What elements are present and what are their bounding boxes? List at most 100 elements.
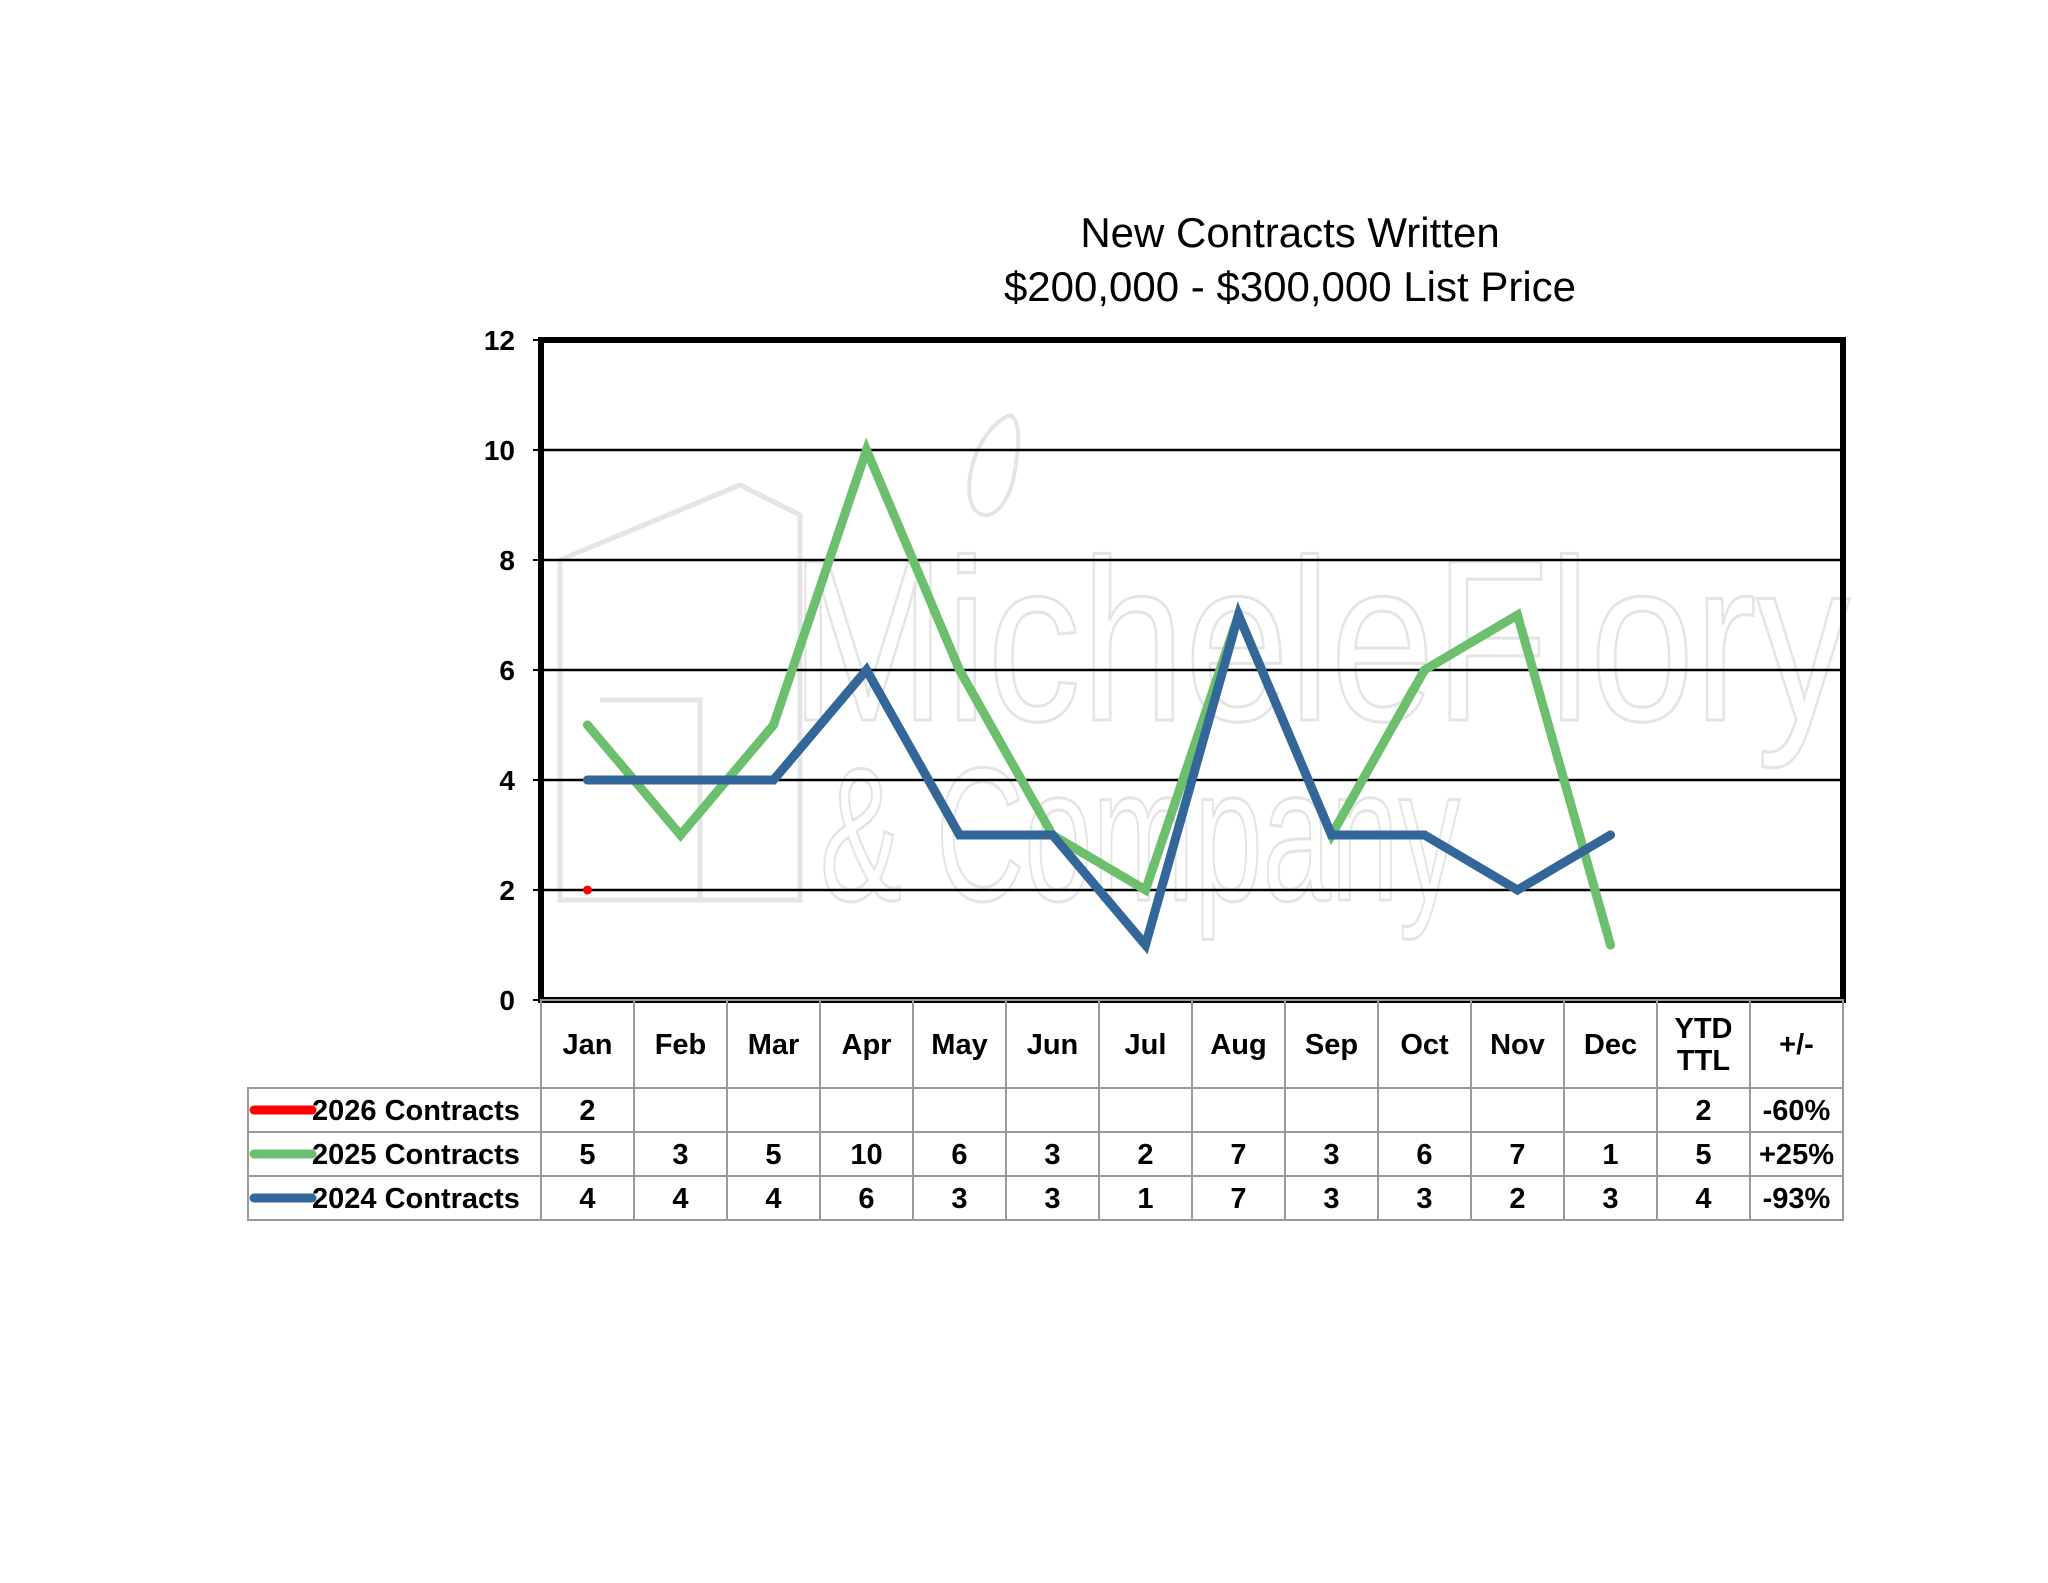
y-tick-label: 4 [499,765,515,796]
change-value: -60% [1763,1095,1831,1127]
data-point [862,445,871,455]
table-value: 4 [672,1183,688,1215]
data-point [1420,665,1429,675]
table-value: 10 [850,1139,882,1171]
data-point [862,665,871,675]
data-point [1420,830,1429,840]
table-value: 4 [765,1183,781,1215]
ytd-total-value: 4 [1695,1183,1711,1215]
data-point [1606,940,1615,950]
table-cell [1005,1087,1100,1133]
table-value: 4 [579,1183,595,1215]
table-cell [1191,1087,1286,1133]
watermark-house-icon [557,482,803,903]
x-category-label: Oct [1400,1029,1449,1061]
table-value: 3 [1323,1183,1339,1215]
x-category-label: Dec [1584,1029,1637,1061]
table-value: 7 [1509,1139,1525,1171]
data-point [676,775,685,785]
table-value: 7 [1230,1183,1246,1215]
table-value: 5 [579,1139,595,1171]
chart-subtitle: $200,000 - $300,000 List Price [1003,263,1577,310]
y-tick-label: 12 [484,325,515,356]
table-value: 2 [1137,1139,1153,1171]
data-point [769,775,778,785]
table-cell [912,1087,1007,1133]
table-value: 3 [1044,1183,1060,1215]
series-line-2 [583,437,1615,950]
table-value: 7 [1230,1139,1246,1171]
summary-header-label: +/- [1779,1029,1814,1061]
table-value: 1 [1137,1183,1153,1215]
table-value: 5 [765,1139,781,1171]
table-value: 1 [1602,1139,1618,1171]
legend-label: 2024 Contracts [312,1183,520,1215]
series-lines [583,437,1615,955]
change-value: -93% [1763,1183,1831,1215]
data-point [769,720,778,730]
table-value: 3 [1044,1139,1060,1171]
table-value: 2 [1509,1183,1525,1215]
data-point [583,885,592,895]
table-cell [1284,1087,1379,1133]
x-category-label: Apr [842,1029,892,1061]
x-category-label: Jul [1125,1029,1167,1061]
table-value: 6 [858,1183,874,1215]
chart-title: New Contracts Written $200,000 - $300,00… [540,206,2040,314]
legend-label: 2025 Contracts [312,1139,520,1171]
series-line-3 [583,601,1615,955]
data-point [1141,885,1150,895]
x-category-label: Jun [1027,1029,1079,1061]
summary-header-label: YTD [1675,1013,1733,1045]
table-cell [726,1087,821,1133]
data-point [1141,940,1150,950]
change-value: +25% [1759,1139,1834,1171]
summary-header-label: TTL [1677,1045,1730,1077]
x-category-label: Aug [1210,1029,1266,1061]
chart-title-line: New Contracts Written [1080,209,1500,256]
ytd-total-value: 2 [1695,1095,1711,1127]
table-cell [819,1087,914,1133]
y-tick-label: 0 [499,985,515,1016]
x-category-label: Jan [563,1029,613,1061]
table-value: 3 [951,1183,967,1215]
data-point [1048,830,1057,840]
data-point [1606,830,1615,840]
y-tick-label: 8 [499,545,515,576]
data-point [955,665,964,675]
table-value: 2 [579,1095,595,1127]
y-tick-label: 10 [484,435,515,466]
data-point [1513,885,1522,895]
table-value: 6 [951,1139,967,1171]
x-category-label: May [931,1029,987,1061]
table-cell [1098,1087,1193,1133]
legend-label: 2026 Contracts [312,1095,520,1127]
x-category-label: Mar [748,1029,800,1061]
ytd-total-value: 5 [1695,1139,1711,1171]
table-value: 6 [1416,1139,1432,1171]
data-point [955,830,964,840]
watermark-text-1: MicheleFlory [790,512,1850,769]
table-cell [633,1087,728,1133]
x-category-label: Nov [1490,1029,1545,1061]
data-point [1327,830,1336,840]
table-value: 3 [1416,1183,1432,1215]
table-value: 3 [1323,1139,1339,1171]
table-cell [1377,1087,1472,1133]
data-table: Jan Feb Mar Apr May Jun Jul Aug Sep Oct Nov Dec YTDT… [247,999,1844,1221]
data-point [583,720,592,730]
data-point [583,775,592,785]
table-value: 3 [1602,1183,1618,1215]
watermark-logo: MicheleFlory & Company [557,412,1852,943]
data-point [1513,610,1522,620]
table-value: 3 [672,1139,688,1171]
table-cell [1749,1175,1844,1221]
table-cell [1563,1087,1658,1133]
x-category-label: Feb [655,1029,707,1061]
y-axis: 0 2 4 6 8 10 12 [484,325,541,1016]
data-point [676,830,685,840]
data-point [1234,610,1243,620]
watermark-leaf-icon [967,412,1021,517]
y-tick-label: 6 [499,655,515,686]
